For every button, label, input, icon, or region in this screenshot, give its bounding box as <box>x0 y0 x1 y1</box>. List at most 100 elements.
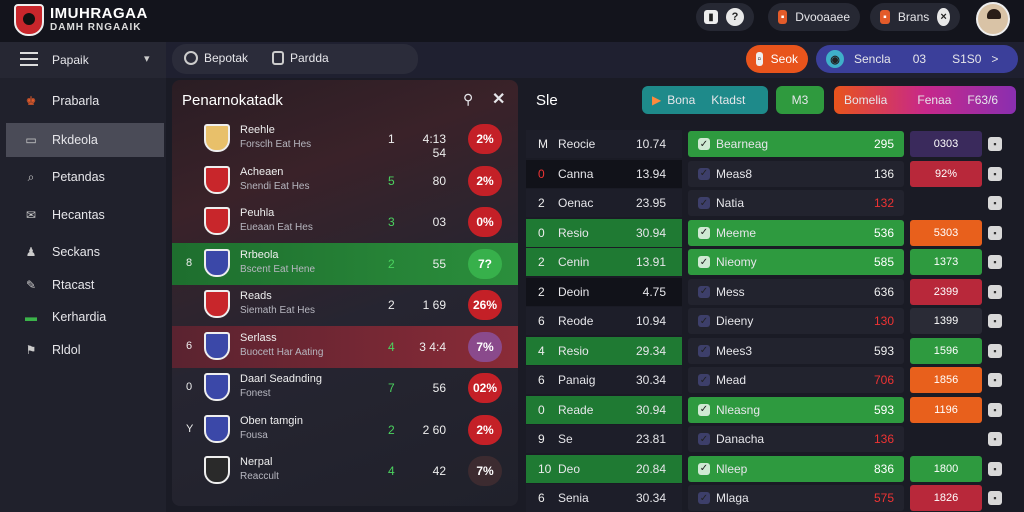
team-subtitle: Reaccult <box>240 471 279 482</box>
tab-pardda[interactable]: Pardda <box>272 51 329 65</box>
tab-bomelia[interactable]: Bomelia Fenaa F63/6 <box>834 86 1016 114</box>
sidebar-header[interactable] <box>0 42 166 78</box>
list-item[interactable]: 6 Senia 30.34 <box>526 484 682 512</box>
team-name: Reads <box>240 290 272 302</box>
list-item[interactable]: M Reocie 10.74 <box>526 130 682 158</box>
close-icon[interactable]: ✕ <box>492 91 506 108</box>
table-row[interactable]: Nerpal Reaccult 4 42 7% <box>172 450 518 492</box>
dropdown-label: Dvooaaee <box>795 10 850 24</box>
options-icon[interactable]: ▪ <box>988 314 1002 328</box>
pin-icon[interactable]: ⚲ <box>463 91 474 107</box>
team-bar[interactable]: ✓ Nieomy 585 <box>688 249 904 275</box>
row-value: 10.74 <box>635 137 666 151</box>
options-icon[interactable]: ▪ <box>988 196 1002 210</box>
row-value: 29.34 <box>635 343 666 358</box>
row-value: 13.91 <box>635 255 666 269</box>
score-box: 5303 <box>910 219 982 246</box>
list-item[interactable]: 9 Se 23.81 <box>526 425 682 453</box>
team-bar[interactable]: ✓ Meas8 136 <box>688 160 904 187</box>
sidebar-item-rtacast[interactable]: ✎ Rtacast <box>0 268 166 302</box>
avatar[interactable] <box>976 2 1010 36</box>
list-item[interactable]: 0 Reade 30.94 <box>526 395 682 424</box>
tab-bepotak[interactable]: Bepotak <box>184 51 248 65</box>
options-icon[interactable]: ▪ <box>988 284 1002 299</box>
score-box: 1196 <box>910 396 982 423</box>
options-icon[interactable]: ▪ <box>988 373 1002 387</box>
team-crest-icon <box>204 414 230 443</box>
table-row[interactable]: Reads Siemath Eat Hes 2 1 69 26% <box>172 284 518 326</box>
table-row[interactable]: Acheaen Snendi Eat Hes 5 80 2% <box>172 160 518 202</box>
stat-a: 2 <box>388 298 395 312</box>
account-chip[interactable]: ◉ Sencla 03 S1S0 > <box>816 45 1018 73</box>
team-bar[interactable]: ✓ Mead 706 <box>688 367 904 393</box>
team-bar[interactable]: ✓ Natia 132 <box>688 190 904 216</box>
table-row[interactable]: 8 Rrbeola Bscent Eat Hene 2 55 7? <box>172 242 518 285</box>
table-row[interactable]: Y Oben tamgin Fousa 2 2 60 2% <box>172 409 518 451</box>
team-bar[interactable]: ✓ Mlaga 575 <box>688 485 904 511</box>
brans-button[interactable]: ▪ Brans × <box>870 3 960 31</box>
sidebar-item-rldol[interactable]: ⚑ Rldol <box>0 333 166 367</box>
sidebar-item-label: Kerhardia <box>52 310 107 324</box>
options-icon[interactable]: ▪ <box>988 461 1002 476</box>
seok-button[interactable]: ▫ Seok <box>746 45 808 73</box>
percent-badge: 2% <box>468 414 502 445</box>
close-icon[interactable]: × <box>937 8 950 26</box>
team-bar[interactable]: ✓ Nleep 836 <box>688 455 904 482</box>
chevron-down-icon[interactable]: ▾ <box>144 53 150 65</box>
sidebar-item-prabarla[interactable]: ♚ Prabarla <box>0 84 166 118</box>
book-icon[interactable]: ▮ <box>704 10 718 24</box>
percent-badge: 26% <box>468 290 502 320</box>
rank: 4 <box>538 343 545 358</box>
options-icon[interactable]: ▪ <box>988 166 1002 181</box>
team-score: 706 <box>873 373 894 387</box>
tab-m3[interactable]: M3 <box>776 86 824 114</box>
list-item[interactable]: 2 Cenin 13.91 <box>526 248 682 276</box>
dropdown-dvooaaee[interactable]: ▪ Dvooaaee <box>768 3 860 31</box>
list-item[interactable]: 2 Oenac 23.95 <box>526 189 682 217</box>
team-score: 593 <box>873 402 894 417</box>
list-item[interactable]: 2 Deoin 4.75 <box>526 277 682 306</box>
sidebar-item-seckans[interactable]: ♟ Seckans <box>0 235 166 269</box>
options-icon[interactable]: ▪ <box>988 137 1002 151</box>
team-icon: ✓ <box>698 344 710 357</box>
chevron-right-icon[interactable]: > <box>991 52 999 66</box>
team-bar[interactable]: ✓ Bearneag 295 <box>688 131 904 157</box>
list-item[interactable]: 4 Resio 29.34 <box>526 336 682 365</box>
tab-bona[interactable]: ▶ Bona Ktadst <box>642 86 768 114</box>
options-icon[interactable]: ▪ <box>988 432 1002 446</box>
table-row[interactable]: Reehle Forsclh Eat Hes 1 4:13 54 2% <box>172 118 518 160</box>
sidebar-item-hecantas[interactable]: ✉ Hecantas <box>0 198 166 232</box>
team-bar[interactable]: ✓ Meeme 536 <box>688 219 904 246</box>
options-icon[interactable]: ▪ <box>988 402 1002 417</box>
globe-icon: ◉ <box>826 50 844 68</box>
percent-badge: 02% <box>468 373 502 403</box>
list-item[interactable]: 6 Panaig 30.34 <box>526 366 682 394</box>
sidebar-item-petandas[interactable]: ⌕ Petandas <box>0 160 166 194</box>
team-bar[interactable]: ✓ Mess 636 <box>688 278 904 305</box>
team-crest-icon <box>204 456 230 484</box>
info-controls[interactable]: ▮ ? <box>696 3 754 31</box>
help-icon[interactable]: ? <box>726 8 744 26</box>
team-bar[interactable]: ✓ Mees3 593 <box>688 337 904 364</box>
list-item[interactable]: 10 Deo 20.84 <box>526 454 682 483</box>
sidebar-item-rkdeola[interactable]: ▭ Rkdeola <box>6 123 164 157</box>
sidebar-item-kerhardia[interactable]: ▬ Kerhardia <box>0 300 166 334</box>
table-row[interactable]: Peuhla Eueaan Eat Hes 3 03 0% <box>172 201 518 243</box>
stat-a: 3 <box>388 215 395 229</box>
team-bar[interactable]: ✓ Danacha 136 <box>688 426 904 452</box>
trophy-icon: ▪ <box>880 10 890 24</box>
row-name: Resio <box>558 343 589 358</box>
team-bar[interactable]: ✓ Nleasng 593 <box>688 396 904 423</box>
options-icon[interactable]: ▪ <box>988 255 1002 269</box>
options-icon[interactable]: ▪ <box>988 225 1002 240</box>
team-name: Meas8 <box>716 166 753 181</box>
menu-icon[interactable] <box>20 52 38 66</box>
options-icon[interactable]: ▪ <box>988 343 1002 358</box>
table-row[interactable]: 6 Serlass Buocett Har Aating 4 3 4:4 7% <box>172 325 518 368</box>
table-row[interactable]: 0 Daarl Seadnding Fonest 7 56 02% <box>172 367 518 409</box>
list-item[interactable]: 0 Resio 30.94 <box>526 218 682 247</box>
list-item[interactable]: 6 Reode 10.94 <box>526 307 682 335</box>
list-item[interactable]: 0 Canna 13.94 <box>526 159 682 188</box>
options-icon[interactable]: ▪ <box>988 491 1002 505</box>
team-bar[interactable]: ✓ Dieeny 130 <box>688 308 904 334</box>
